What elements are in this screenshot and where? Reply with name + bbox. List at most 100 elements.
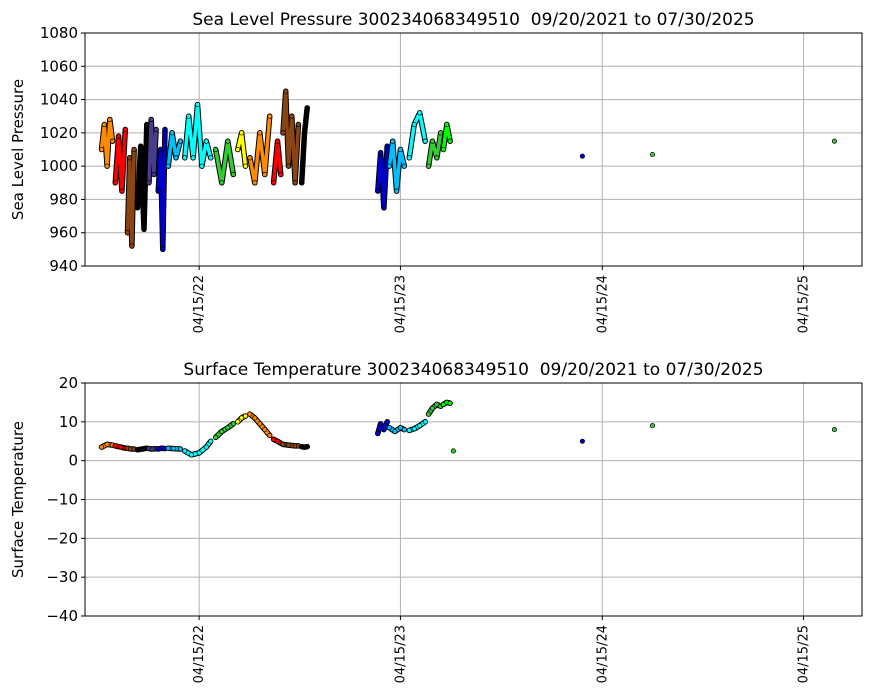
data-point — [110, 138, 116, 144]
data-point — [384, 419, 390, 425]
data-point — [239, 130, 245, 136]
y-tick-label: −10 — [46, 491, 78, 509]
data-point — [182, 448, 188, 454]
data-point — [292, 180, 298, 186]
series-line — [213, 422, 236, 440]
x-tick-label: 04/15/25 — [797, 275, 812, 333]
axes-frame — [84, 32, 863, 267]
data-point — [131, 146, 137, 153]
data-point — [124, 230, 131, 236]
series-13 — [298, 443, 310, 450]
data-point — [392, 428, 398, 435]
data-point — [579, 438, 585, 444]
data-point — [208, 438, 214, 444]
data-point — [165, 163, 171, 169]
series-2 — [124, 445, 137, 452]
data-point — [239, 415, 245, 421]
series-14 — [375, 419, 390, 437]
data-point — [247, 411, 253, 417]
data-point — [422, 138, 428, 144]
data-point — [280, 441, 286, 447]
data-point — [98, 444, 105, 450]
data-point — [116, 133, 122, 139]
data-point — [278, 171, 284, 178]
data-point — [649, 423, 655, 429]
data-point — [304, 444, 310, 450]
series-line — [376, 420, 389, 436]
data-point — [122, 126, 128, 133]
series-15 — [386, 424, 408, 435]
series-line — [426, 131, 443, 168]
data-point — [283, 88, 289, 94]
y-tick-label: 10 — [59, 413, 78, 431]
series-line — [407, 111, 427, 160]
data-point — [257, 130, 263, 136]
series-4 — [146, 116, 159, 186]
y-tick-label: −20 — [46, 529, 78, 547]
data-point — [280, 130, 286, 136]
data-point — [262, 427, 268, 433]
data-point — [417, 423, 423, 429]
data-point — [422, 419, 428, 425]
data-point — [157, 146, 164, 153]
data-point — [411, 426, 417, 432]
data-point — [153, 126, 159, 133]
data-point — [171, 446, 177, 452]
data-point — [141, 226, 147, 232]
series-11 — [270, 138, 284, 186]
data-point — [295, 121, 301, 128]
data-point — [127, 155, 133, 161]
y-tick-label: 20 — [59, 374, 78, 392]
x-tick-label: 04/15/23 — [393, 275, 408, 333]
data-point — [203, 444, 209, 450]
series-6 — [165, 445, 184, 452]
data-point — [107, 116, 113, 123]
data-point — [252, 415, 258, 421]
series-line — [147, 117, 158, 185]
series-2 — [124, 146, 137, 249]
x-tick-label: 04/15/25 — [797, 625, 812, 683]
y-tick-label: 1000 — [40, 157, 78, 175]
data-point — [579, 153, 585, 159]
y-tick-label: −40 — [46, 607, 78, 625]
series-22 — [831, 427, 837, 433]
data-point — [213, 146, 219, 153]
x-tick-label: 04/15/24 — [595, 275, 610, 333]
series-line — [213, 139, 236, 185]
data-point — [304, 105, 310, 111]
series-19 — [579, 153, 585, 159]
data-point — [177, 138, 183, 144]
data-point — [134, 205, 140, 211]
data-point — [378, 421, 384, 427]
series-5 — [155, 126, 168, 253]
y-tick-label: 0 — [68, 452, 78, 470]
data-point — [384, 143, 390, 149]
data-point — [162, 126, 168, 133]
series-line — [281, 89, 301, 185]
series-7 — [182, 438, 214, 458]
data-point — [177, 446, 183, 452]
data-point — [242, 163, 249, 169]
series-line — [156, 127, 167, 252]
data-point — [138, 143, 144, 149]
data-point — [450, 448, 456, 454]
data-point — [447, 400, 453, 406]
data-point — [381, 205, 387, 211]
series-line — [125, 147, 136, 248]
series-14 — [375, 143, 390, 211]
data-point — [401, 163, 407, 169]
temperature-chart: −40 −30 −20 −10 0 10 20 04/15/22 04/15/23 04/15/2… — [9, 360, 863, 683]
data-point — [271, 180, 277, 186]
data-point — [267, 113, 273, 119]
series-9 — [235, 130, 249, 169]
series-17 — [425, 130, 444, 169]
series-16 — [406, 419, 428, 434]
y-tick-label: −30 — [46, 568, 78, 586]
data-point — [104, 163, 110, 169]
data-point — [386, 425, 392, 431]
series-13 — [298, 105, 310, 186]
data-point — [225, 425, 231, 431]
data-point — [199, 163, 205, 169]
data-point — [406, 427, 412, 433]
